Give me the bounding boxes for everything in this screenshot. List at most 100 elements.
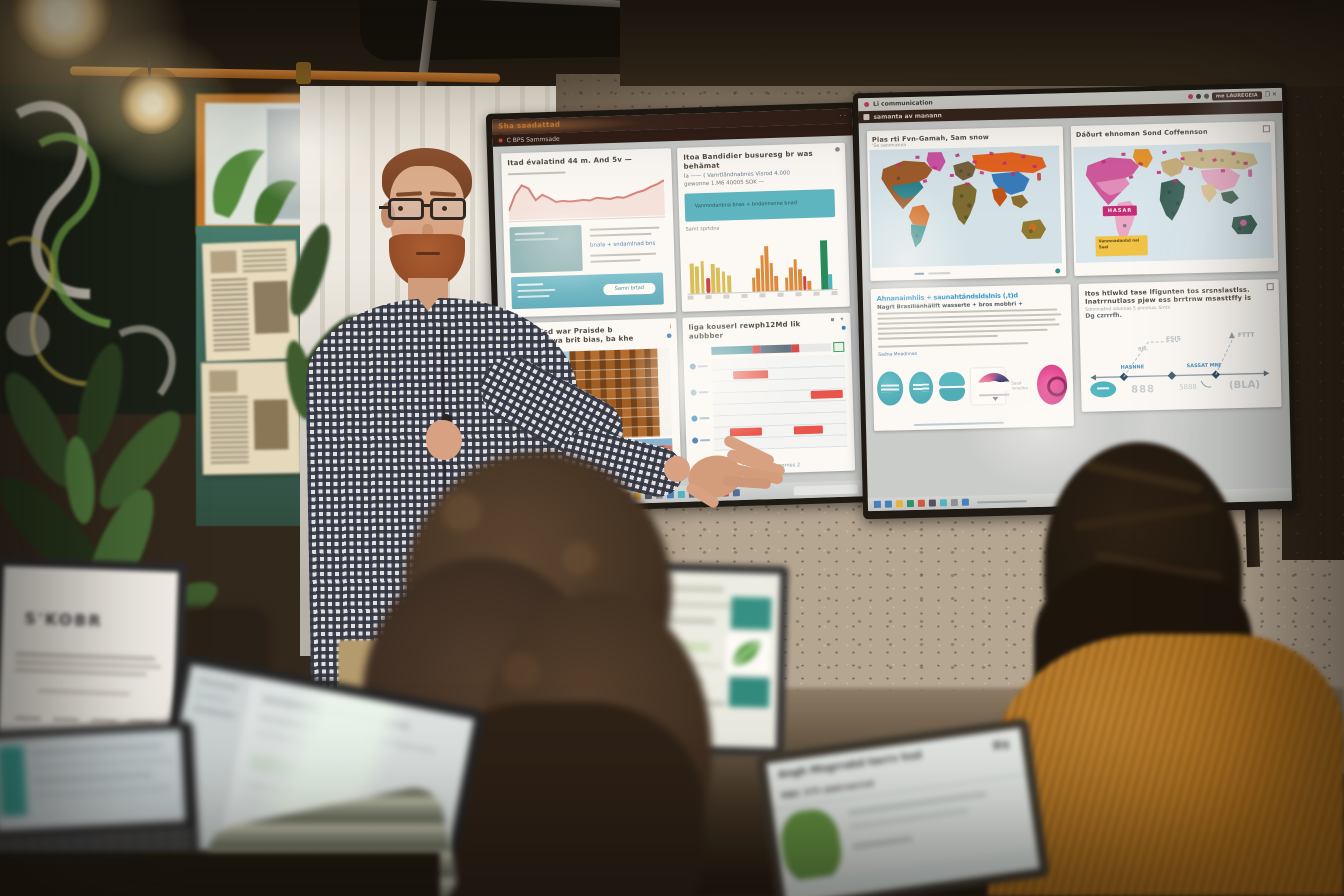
presenter-left-hand <box>426 420 462 460</box>
teal-tile <box>730 596 772 630</box>
label-sassat: SASSAT MNJ <box>1186 362 1221 370</box>
taskbar-icon <box>961 498 969 506</box>
map-mark <box>1211 158 1217 163</box>
chart-bar <box>807 280 812 290</box>
map-mark <box>1243 161 1248 165</box>
label-esis: ESIS <box>1165 335 1182 343</box>
gantt-bar <box>811 389 844 399</box>
map-mark <box>988 151 994 156</box>
doc-glyphs: ⌘¢ <box>991 737 1011 753</box>
chart-bar <box>774 275 779 291</box>
taskbar-icon <box>928 499 936 507</box>
monitor-leaf-brand <box>607 561 789 757</box>
traffic-line-chart <box>508 173 665 221</box>
card-subtitle: 'Sa vanmranna <box>872 143 907 149</box>
skobr-logo: S'KOBR <box>24 608 104 631</box>
segment-red <box>752 345 761 354</box>
audience-person-shirt <box>988 634 1344 896</box>
label-bla: (BLA) <box>1228 379 1261 392</box>
wall-top-dark <box>620 0 1344 86</box>
taskbar-icon <box>939 499 947 507</box>
split-top <box>938 371 965 387</box>
right-nav-text: samanta av manann <box>873 112 942 121</box>
map-mark <box>1231 151 1237 156</box>
taskbar-icons <box>884 498 969 508</box>
glasses-lens <box>388 198 424 220</box>
glasses-temple <box>379 206 390 209</box>
taskbar-tray <box>793 483 858 495</box>
laptop-doc-title: Angh Mngrrakd twrrv hsd <box>777 749 923 781</box>
map-mark <box>1021 155 1026 160</box>
segment-circle <box>876 371 904 406</box>
card-map-channels: Dáðurt ehnoman Sond Coffennson <box>1070 121 1279 277</box>
leaf-screen <box>615 569 781 749</box>
eye <box>442 206 447 211</box>
legend-label <box>928 272 951 275</box>
expand-icon <box>1262 125 1270 133</box>
taskbar-icon <box>950 498 958 507</box>
glasses-lens <box>430 198 466 220</box>
corner-laptop-screen <box>0 729 186 832</box>
taskbar-icon <box>906 499 914 508</box>
inner-ring <box>1046 376 1068 397</box>
map-mark <box>1010 172 1015 176</box>
map-label-marks <box>869 145 1062 268</box>
green-thumbnail <box>777 806 846 886</box>
desk-dark <box>0 852 440 896</box>
teal-panel <box>0 745 28 817</box>
glasses-bridge <box>422 204 432 207</box>
map-mark <box>895 162 901 168</box>
taskbar-icon <box>884 500 892 508</box>
start-icon <box>873 500 881 508</box>
map-mark <box>1172 178 1178 183</box>
chart-bar <box>819 240 829 290</box>
eye <box>398 206 403 211</box>
map-mark <box>949 173 954 177</box>
presenter-mouth <box>416 252 440 255</box>
toolbar-dot <box>841 325 846 330</box>
taskbar-icon <box>917 499 925 507</box>
left-tv: Sha saadattad · · C BPS Sammsade Itad év… <box>485 102 871 514</box>
card-map-regions: Pias rti Fvn-Gamah, 5am snow 'Sa vanmran… <box>866 126 1067 281</box>
gauge <box>970 367 1012 405</box>
map-mark <box>1162 149 1167 155</box>
label-fttt: FTTT <box>1237 331 1255 340</box>
taskbar-text <box>976 499 1027 503</box>
presenter-nose <box>422 224 433 242</box>
map-mark <box>1033 164 1038 168</box>
journey-diagram: ESIS FTTT HASNNE SASSAT MNJ BBL 888 5888… <box>1082 323 1276 406</box>
circle-text-lines <box>880 384 899 393</box>
card-title: Dáðurt ehnoman Sond Coffennson <box>1075 127 1208 139</box>
right-tv-screen: Li communication me LAUREGEIA ❐ ✕ samant… <box>857 87 1292 512</box>
map-mark <box>915 155 920 159</box>
gear-icon: ● <box>834 145 841 153</box>
map-mark <box>1129 175 1134 180</box>
chart-bar <box>802 276 807 291</box>
laptop-right-screen: Angh Mngrrakd twrrv hsd MBC 375 sbdrvwrr… <box>766 727 1040 896</box>
map-mark <box>1138 162 1144 167</box>
map-mark <box>922 178 928 183</box>
segment-slate <box>760 344 792 354</box>
split-bottom <box>938 387 966 402</box>
right-tab-title: Li communication <box>873 99 933 108</box>
chart-bar <box>828 274 833 290</box>
left-tv-screen: Sha saadattad · · C BPS Sammsade Itad év… <box>491 108 865 508</box>
label-bbl: BBL <box>1138 346 1148 353</box>
segment-circle <box>908 371 934 405</box>
label-hasnne: HASNNE <box>1120 364 1145 371</box>
window-controls: ❐ ✕ <box>1264 91 1278 99</box>
map-mark <box>979 170 985 175</box>
app-icon <box>863 113 870 121</box>
gauge-caption: 5aad mnadna <box>1011 380 1028 391</box>
segment-circles: 5aad mnadna <box>876 360 1068 413</box>
map-mark <box>1220 168 1225 172</box>
gauge-base <box>978 393 1009 397</box>
segment-empty <box>798 343 832 353</box>
card-title: Pias rti Fvn-Gamah, 5am snow <box>871 133 990 144</box>
teal-tile <box>728 676 770 708</box>
map-mark <box>1188 166 1193 171</box>
right-tv: Li communication me LAUREGEIA ❐ ✕ samant… <box>852 82 1298 520</box>
pendant-bulb <box>118 66 186 134</box>
map-legend-box: Vanmnadanbd nal 5aal <box>1095 235 1148 257</box>
